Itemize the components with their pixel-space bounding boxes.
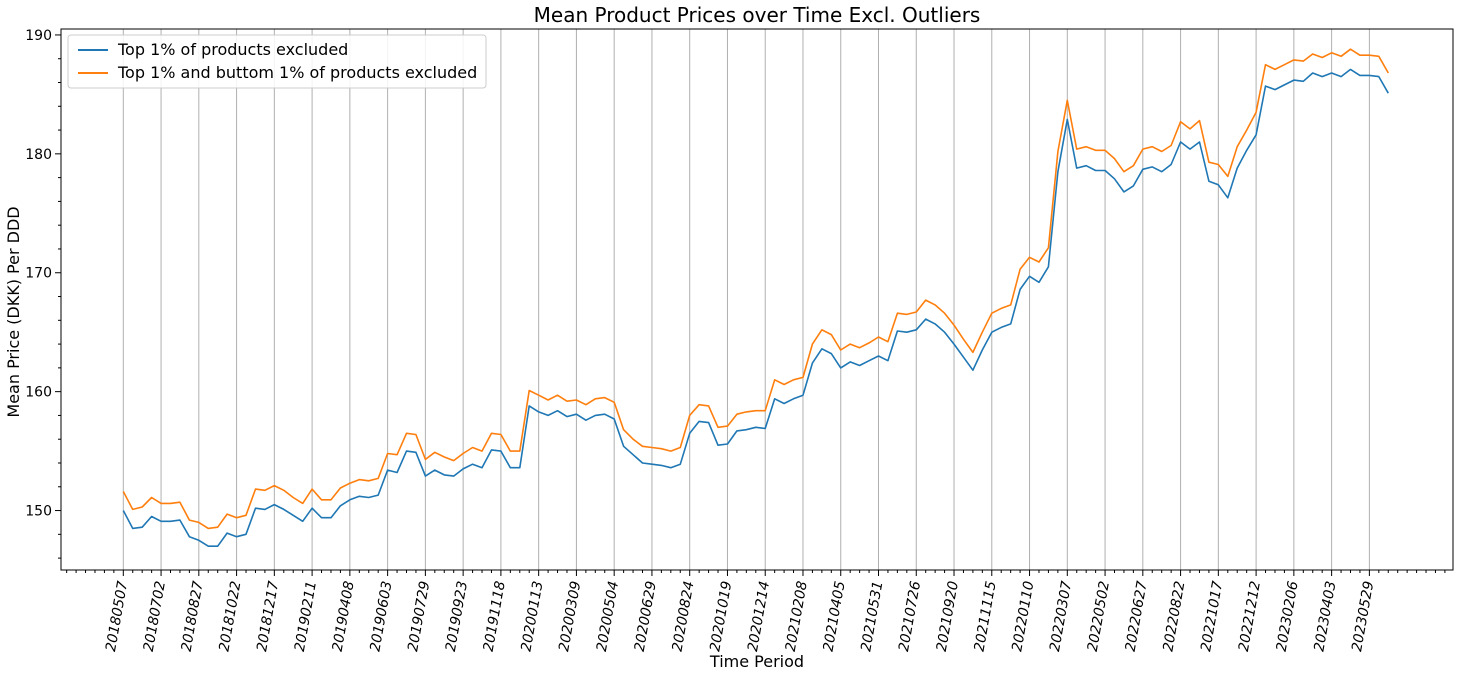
x-tick-label: 20190729: [405, 580, 433, 653]
x-tick-label: 20190923: [443, 580, 471, 653]
x-tick-label: 20190211: [292, 580, 320, 653]
x-tick-label: 20220822: [1160, 580, 1188, 653]
x-tick-label: 20210531: [858, 580, 886, 653]
x-tick-label: 20220502: [1085, 580, 1113, 653]
x-tick-label: 20220110: [1009, 580, 1037, 653]
x-tick-label: 20200824: [670, 580, 698, 653]
x-tick-label: 20230529: [1349, 580, 1377, 653]
legend: Top 1% of products excluded Top 1% and b…: [67, 34, 487, 89]
x-tick-label: 20220627: [1123, 580, 1151, 653]
x-tick-label: 20201019: [707, 580, 735, 653]
axes: 20180507 20180702 20180827 20181022 20181217…: [25, 28, 1446, 653]
series-line-2: [122, 48, 1389, 530]
x-tick-label: 20200504: [594, 580, 622, 653]
chart-title: Mean Product Prices over Time Excl. Outl…: [534, 3, 981, 27]
x-tick-label: 20201214: [745, 580, 773, 653]
x-tick-label: 20221212: [1236, 580, 1264, 653]
x-tick-label: 20210920: [934, 580, 962, 653]
plot-lines: [122, 48, 1389, 548]
x-tick-label: 20200113: [518, 580, 546, 653]
x-tick-label: 20230206: [1274, 580, 1302, 653]
y-axis-label: Mean Price (DKK) Per DDD: [4, 206, 23, 417]
x-gridlines: [122, 29, 1370, 570]
x-tick-label: 20211115: [972, 580, 1000, 653]
legend-label-2: Top 1% and buttom 1% of products exclude…: [117, 63, 477, 82]
x-tick-label: 20221017: [1198, 580, 1226, 653]
x-axis-label: Time Period: [709, 652, 804, 671]
series-line-1: [122, 68, 1389, 548]
x-tick-label: 20210405: [821, 580, 849, 653]
x-tick-label: 20190603: [367, 580, 395, 653]
plot-frame: [60, 28, 1454, 571]
x-tick-label: 20180702: [141, 580, 169, 653]
x-tick-label: 20230403: [1311, 580, 1339, 653]
x-tick-label: 20180507: [103, 580, 131, 653]
y-tick-label: 150: [25, 504, 52, 520]
x-tick-label: 20191118: [481, 580, 509, 653]
x-tick-label: 20190408: [330, 580, 358, 653]
y-tick-label: 180: [25, 147, 52, 163]
x-tick-label: 20181217: [254, 580, 282, 653]
x-tick-label: 20200309: [556, 580, 584, 653]
legend-box: [67, 34, 487, 89]
y-tick-label: 190: [25, 28, 52, 44]
x-tick-label: 20210208: [783, 580, 811, 653]
x-tick-label: 20180827: [179, 580, 207, 653]
x-tick-label: 20200629: [632, 580, 660, 653]
y-tick-label: 160: [25, 385, 52, 401]
y-tick-label: 170: [25, 266, 52, 282]
x-tick-label: 20210726: [896, 580, 924, 653]
legend-label-1: Top 1% of products excluded: [117, 40, 348, 59]
x-tick-label: 20220307: [1047, 580, 1075, 653]
x-tick-label: 20181022: [216, 580, 244, 653]
